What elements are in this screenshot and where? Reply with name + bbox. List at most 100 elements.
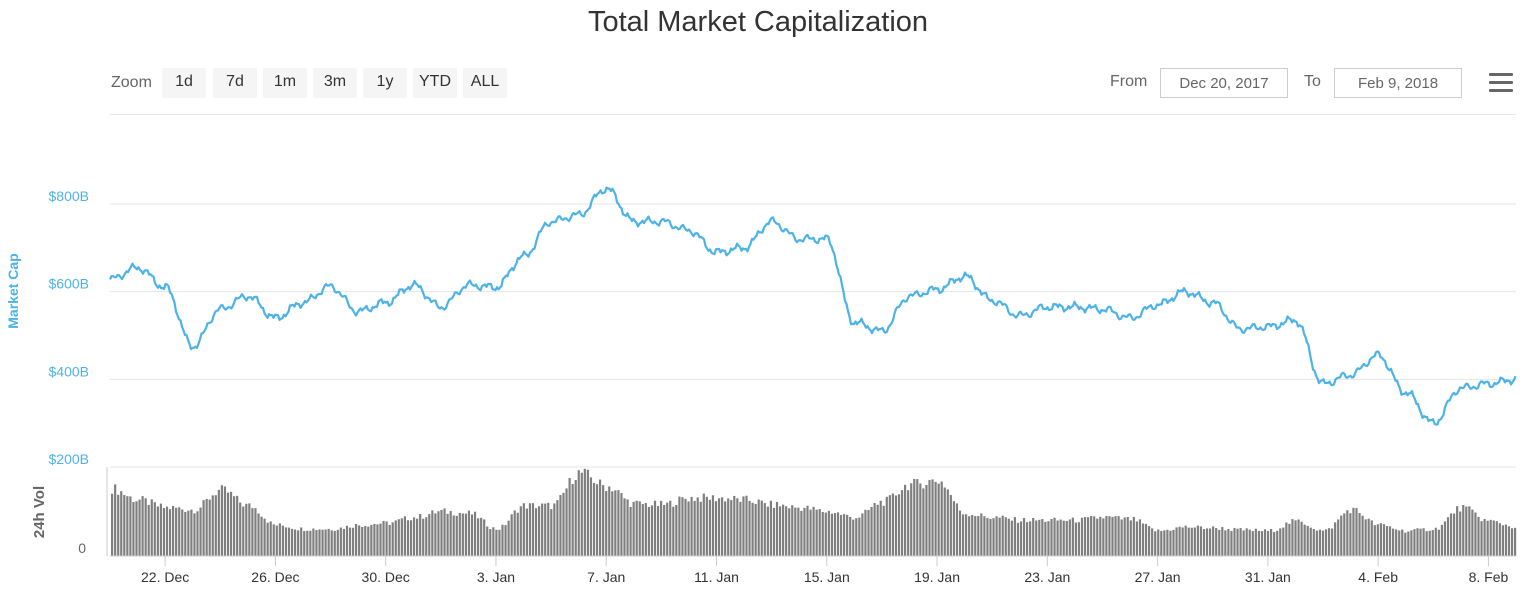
- volume-bar: [242, 506, 245, 556]
- x-tick-label: 11. Jan: [694, 569, 739, 585]
- volume-bar: [751, 502, 754, 556]
- x-tick-label: 15. Jan: [804, 569, 850, 585]
- volume-bar: [449, 510, 452, 556]
- volume-bar: [693, 500, 696, 556]
- volume-bar: [925, 484, 928, 556]
- x-tick-label: 4. Feb: [1358, 569, 1398, 585]
- zoom-3m-button[interactable]: 3m: [313, 68, 357, 98]
- volume-bar: [269, 521, 272, 556]
- volume-bar: [1148, 526, 1151, 556]
- volume-bar: [952, 501, 955, 556]
- volume-bar: [922, 488, 925, 556]
- volume-bar: [385, 521, 388, 556]
- volume-bar: [1312, 529, 1315, 556]
- volume-bar: [675, 505, 678, 556]
- zoom-all-button[interactable]: ALL: [463, 68, 507, 98]
- volume-bar: [245, 503, 248, 556]
- volume-bar: [1004, 517, 1007, 556]
- volume-bar: [248, 503, 251, 556]
- volume-bar: [223, 486, 227, 556]
- volume-bar: [961, 514, 965, 556]
- x-tick-label: 19. Jan: [914, 569, 960, 585]
- volume-bar: [989, 518, 992, 556]
- volume-bar: [879, 500, 882, 556]
- volume-bar: [937, 483, 940, 556]
- volume-bar: [477, 518, 480, 556]
- volume-bar: [510, 514, 513, 556]
- volume-bar: [974, 516, 977, 556]
- x-tick-label: 3. Jan: [477, 569, 515, 585]
- volume-bar: [1166, 529, 1169, 556]
- volume-bar: [202, 500, 205, 556]
- volume-bar: [507, 520, 510, 556]
- volume-bar: [1059, 519, 1062, 556]
- volume-bar: [525, 508, 528, 556]
- volume-bar: [1212, 526, 1215, 556]
- volume-bar: [1303, 524, 1306, 556]
- volume-bar: [623, 498, 626, 556]
- volume-bar: [1324, 529, 1328, 556]
- volume-bar: [839, 514, 843, 556]
- volume-bar: [489, 529, 492, 556]
- volume-bar: [297, 530, 300, 556]
- volume-bar: [287, 527, 291, 556]
- volume-bar: [1001, 515, 1004, 556]
- volume-bar: [635, 500, 638, 556]
- hamburger-menu-icon[interactable]: [1489, 73, 1513, 93]
- volume-bar: [1120, 519, 1123, 556]
- volume-bar: [522, 503, 525, 556]
- x-tick-label: 22. Dec: [141, 569, 189, 585]
- volume-bar: [760, 500, 763, 556]
- volume-bar: [388, 524, 391, 556]
- zoom-1m-button[interactable]: 1m: [263, 68, 307, 98]
- zoom-1d-button[interactable]: 1d: [162, 68, 206, 98]
- volume-bar: [501, 524, 504, 556]
- volume-bar: [1068, 519, 1071, 556]
- market-cap-series: [109, 186, 1517, 426]
- volume-bar: [1099, 516, 1102, 556]
- from-date-input[interactable]: [1160, 68, 1288, 98]
- volume-bar: [705, 496, 708, 556]
- volume-bar: [1425, 531, 1428, 556]
- volume-bar: [117, 494, 120, 556]
- volume-bar: [254, 508, 257, 556]
- volume-bar: [702, 493, 705, 556]
- y-tick-label: $800B: [49, 188, 89, 204]
- volume-bar: [641, 504, 644, 556]
- volume-bar: [714, 501, 718, 556]
- axes: $200B $400B $600B $800B Market Cap 24h Vol 0 22…: [5, 188, 1516, 585]
- volume-bar: [1227, 528, 1230, 556]
- x-tick-label: 23. Jan: [1024, 569, 1070, 585]
- volume-bar: [196, 511, 199, 556]
- zoom-7d-button[interactable]: 7d: [213, 68, 257, 98]
- volume-bar: [1507, 526, 1511, 556]
- zoom-1y-button[interactable]: 1y: [363, 68, 407, 98]
- volume-bar: [986, 517, 989, 556]
- volume-bar: [1157, 529, 1160, 556]
- x-tick-label: 31. Jan: [1245, 569, 1291, 585]
- volume-bar: [818, 509, 821, 556]
- volume-bar: [977, 516, 980, 556]
- volume-bar: [1007, 518, 1010, 556]
- volume-bar: [867, 509, 870, 556]
- volume-bar: [949, 495, 952, 556]
- volume-bar: [1395, 529, 1398, 556]
- volume-bar: [379, 523, 382, 556]
- volume-bar: [592, 482, 596, 556]
- volume-bar: [333, 530, 336, 556]
- to-date-input[interactable]: [1334, 68, 1462, 98]
- volume-bar: [1294, 520, 1297, 556]
- volume-bar: [236, 495, 239, 556]
- zoom-ytd-button[interactable]: YTD: [413, 68, 457, 98]
- volume-bar: [309, 530, 312, 556]
- volume-bar: [1410, 530, 1413, 556]
- volume-bar: [1126, 517, 1129, 556]
- volume-bar: [736, 498, 739, 556]
- volume-bar: [1038, 519, 1041, 556]
- volume-bar: [940, 481, 943, 556]
- volume-bar: [1346, 510, 1349, 556]
- volume-bar: [870, 506, 873, 556]
- volume-bar: [830, 513, 833, 556]
- volume-bar: [562, 492, 565, 556]
- volume-bar: [473, 511, 477, 556]
